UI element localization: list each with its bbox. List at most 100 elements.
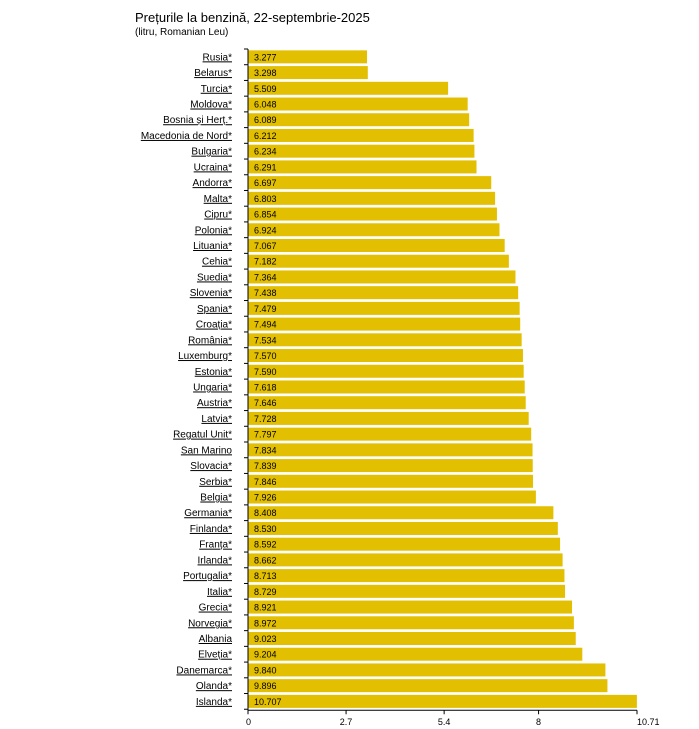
bar	[248, 97, 468, 111]
chart-title: Prețurile la benzină, 22-septembrie-2025	[135, 10, 370, 25]
bar	[248, 239, 505, 252]
value-label: 8.729	[254, 587, 277, 597]
bar	[248, 616, 574, 630]
category-label: Luxemburg*	[178, 351, 232, 362]
value-label: 6.089	[254, 115, 277, 125]
value-label: 7.364	[254, 272, 277, 282]
bar	[248, 600, 573, 614]
value-label: 9.204	[254, 650, 277, 660]
x-tick-label: 5.4	[438, 717, 451, 727]
bar	[248, 191, 496, 205]
category-label: Latvia*	[201, 414, 232, 425]
category-label: Franța*	[199, 540, 232, 551]
bar	[248, 66, 368, 80]
value-label: 8.530	[254, 524, 277, 534]
bar	[248, 490, 536, 504]
bar	[248, 349, 523, 363]
bar	[248, 411, 529, 425]
bar	[248, 254, 509, 268]
value-label: 7.479	[254, 304, 277, 314]
category-label: Germania*	[184, 508, 232, 519]
value-label: 7.834	[254, 445, 277, 455]
category-labels-group: Rusia* Belarus* Turcia* Moldova* Bosnia și H…	[141, 52, 233, 708]
value-label: 7.839	[254, 461, 277, 471]
category-label: Moldova*	[190, 100, 232, 111]
bar	[248, 113, 470, 127]
category-label: Albania	[199, 634, 233, 645]
x-tick-label: 0	[246, 717, 251, 727]
value-label: 8.592	[254, 540, 277, 550]
category-label: Ucraina*	[194, 162, 232, 173]
category-label: Italia*	[207, 587, 232, 598]
value-label: 6.234	[254, 147, 277, 157]
category-label: Irlanda*	[198, 555, 233, 566]
value-label: 9.023	[254, 634, 277, 644]
bar	[248, 632, 576, 645]
value-label: 7.067	[254, 241, 277, 251]
bar	[248, 427, 532, 441]
bars-group	[248, 50, 637, 708]
axes-group: 0 2.7 5.4 8 10.71	[244, 48, 660, 727]
bar	[248, 694, 637, 708]
value-label: 7.797	[254, 430, 277, 440]
value-label: 7.646	[254, 398, 277, 408]
bar	[248, 396, 526, 410]
x-tick-label: 8	[536, 717, 541, 727]
category-label: Rusia*	[203, 52, 233, 63]
x-tick-label: 2.7	[340, 717, 353, 727]
bar	[248, 506, 554, 520]
category-label: San Marino	[181, 445, 233, 456]
bar	[248, 207, 497, 221]
category-label: Serbia*	[199, 477, 232, 488]
category-label: Portugalia*	[183, 571, 232, 582]
bar	[248, 50, 368, 64]
category-label: Lituania*	[193, 241, 232, 252]
value-label: 7.534	[254, 335, 277, 345]
category-label: Croația*	[196, 320, 232, 331]
bar	[248, 144, 475, 158]
value-label: 8.713	[254, 571, 277, 581]
value-label: 3.277	[254, 52, 277, 62]
bar	[248, 333, 522, 347]
category-label: Austria*	[197, 398, 232, 409]
category-label: Andorra*	[193, 178, 233, 189]
bar	[248, 81, 449, 95]
category-label: Turcia*	[201, 84, 232, 95]
value-label: 9.896	[254, 681, 277, 691]
bar	[248, 176, 492, 190]
category-label: Polonia*	[195, 225, 232, 236]
category-label: Ungaria*	[193, 382, 232, 393]
value-label: 6.697	[254, 178, 277, 188]
value-label: 7.590	[254, 367, 277, 377]
category-label: Estonia*	[195, 367, 232, 378]
value-label: 6.212	[254, 131, 277, 141]
bar	[248, 584, 566, 598]
bar	[248, 537, 561, 551]
category-label: Elveția*	[198, 650, 232, 661]
value-label: 7.618	[254, 382, 277, 392]
bar	[248, 663, 606, 677]
bar	[248, 364, 524, 378]
value-label: 3.298	[254, 68, 277, 78]
category-label: Suedia*	[197, 272, 232, 283]
value-label: 7.728	[254, 414, 277, 424]
category-label: Slovenia*	[190, 288, 232, 299]
bar	[248, 380, 525, 394]
category-label: Bosnia și Herț.*	[163, 115, 232, 126]
category-label: Cehia*	[202, 257, 232, 268]
value-label: 7.182	[254, 257, 277, 267]
category-label: Finlanda*	[190, 524, 232, 535]
value-label: 6.291	[254, 162, 277, 172]
bar	[248, 317, 521, 331]
category-label: Olanda*	[196, 681, 232, 692]
value-label: 8.972	[254, 618, 277, 628]
category-label: România*	[188, 335, 232, 346]
value-label: 9.840	[254, 665, 277, 675]
bar	[248, 569, 565, 583]
category-label: Belgia*	[200, 493, 232, 504]
value-label: 8.662	[254, 555, 277, 565]
value-label: 10.707	[254, 697, 282, 707]
category-label: Grecia*	[199, 603, 232, 614]
value-label: 7.570	[254, 351, 277, 361]
value-label: 7.438	[254, 288, 277, 298]
